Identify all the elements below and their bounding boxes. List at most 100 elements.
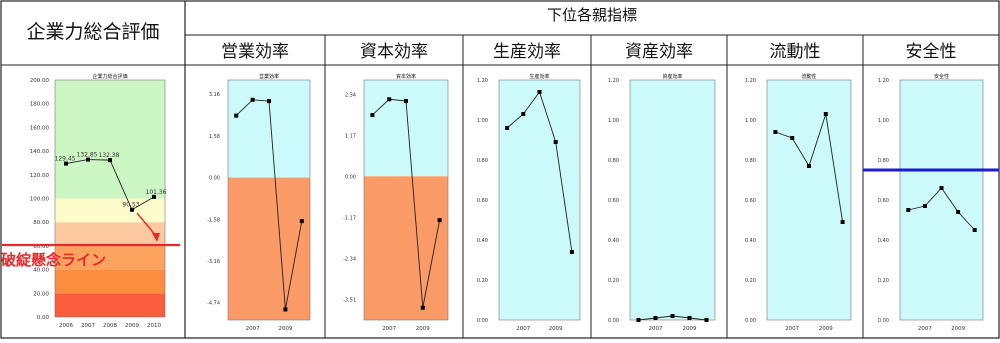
y-tick-label: 140.00 (30, 149, 50, 155)
data-point (840, 220, 845, 224)
data-point (250, 97, 255, 102)
chart-ryudo: 流動性 0.00 0.20 0.40 0.60 0.80 1.00 1.20 2007 2009 (745, 73, 852, 332)
data-point (283, 307, 288, 312)
y-tick-label: 120.00 (30, 173, 50, 179)
column-header: 資本効率 (360, 42, 428, 62)
plot-frame (629, 79, 716, 321)
x-tick-label: 2009 (278, 326, 292, 332)
data-label: 129.45 (55, 156, 76, 163)
data-point (939, 186, 944, 190)
chart-title: 流動性 (801, 73, 816, 80)
y-tick-label: 1.20 (608, 78, 619, 84)
chart-eigyo: 営業効率 -4.74 -3.16 -1.58 0.00 1.58 3.16 2007 2009 (207, 73, 311, 332)
plot-frame (227, 79, 311, 321)
y-tick-label: 3.16 (209, 92, 220, 98)
y-tick-label: 0.00 (477, 318, 488, 324)
y-tick-label: 0.20 (745, 278, 756, 284)
data-label: 132.38 (99, 152, 120, 159)
y-tick-label: 60.00 (33, 244, 49, 250)
plot-background (630, 80, 715, 320)
y-tick-label: 0.00 (345, 174, 356, 180)
y-tick-label: 180.00 (30, 102, 50, 108)
data-point (687, 316, 692, 320)
data-point (299, 219, 304, 224)
data-point (404, 99, 408, 104)
y-tick-label: 40.00 (33, 268, 49, 274)
plot-background (499, 80, 580, 320)
data-point (906, 208, 911, 212)
y-tick-label: 20.00 (33, 291, 49, 297)
data-point (653, 316, 658, 320)
data-point (420, 305, 425, 310)
y-tick-label: 1.00 (608, 118, 619, 124)
y-tick-label: 0.20 (608, 278, 619, 284)
x-tick-label: 2007 (246, 326, 260, 332)
negative-area (364, 176, 448, 320)
y-tick-label: 2.34 (345, 92, 356, 98)
x-tick-label: 2007 (382, 326, 396, 332)
data-point (86, 157, 90, 162)
data-point (505, 126, 510, 130)
y-tick-label: 1.58 (209, 134, 220, 140)
data-point (152, 194, 156, 199)
y-tick-label: 0.00 (745, 318, 756, 324)
background-band (55, 80, 165, 199)
y-tick-label: 0.80 (878, 158, 889, 164)
data-point (704, 318, 709, 322)
y-tick-label: -1.58 (207, 217, 220, 223)
background-band (55, 245, 165, 270)
data-point (922, 204, 927, 208)
data-point (790, 136, 795, 140)
y-tick-label: 80.00 (33, 220, 49, 226)
y-tick-label: 160.00 (30, 125, 50, 131)
column-header: 資産効率 (625, 42, 693, 62)
y-tick-label: 0.00 (209, 176, 220, 182)
data-point (521, 112, 526, 116)
x-tick-label: 2009 (125, 323, 139, 329)
data-point (108, 158, 112, 163)
left-title: 企業力総合評価 (26, 21, 159, 43)
chart-anzen: 安全性 0.00 0.20 0.40 0.60 0.80 1.00 1.20 2007 2009 (878, 73, 984, 332)
chart-title: 営業効率 (259, 73, 279, 80)
plot-background (767, 80, 851, 320)
data-point (773, 130, 778, 134)
y-tick-label: -3.16 (207, 259, 220, 265)
y-tick-label: 0.60 (878, 198, 889, 204)
y-tick-label: 0.00 (608, 318, 619, 324)
y-tick-label: 0.20 (477, 278, 488, 284)
x-tick-label: 2007 (785, 326, 799, 332)
positive-area (228, 80, 310, 178)
y-tick-label: 1.17 (345, 133, 356, 139)
y-tick-label: 0.20 (878, 278, 889, 284)
chart-overall: 企業力総合評価 0.00 20.00 40.00 60.00 80.00 100.00 120… (30, 73, 167, 329)
y-tick-label: 0.80 (745, 158, 756, 164)
y-tick-label: 1.00 (745, 118, 756, 124)
background-band (55, 293, 165, 317)
chart-shihon: 資本効率 -3.51 -2.34 -1.17 0.00 1.17 2.34 2007 2009 (343, 73, 449, 332)
chart-title: 資産効率 (662, 73, 682, 80)
background-band (55, 269, 165, 294)
plot-frame (899, 79, 984, 321)
overlay-layer: 破綻懸念ライン (1, 168, 999, 269)
chart-seisan: 生産効率 0.00 0.20 0.40 0.60 0.80 1.00 1.20 2007 2009 (477, 73, 581, 332)
x-tick-label: 2009 (951, 326, 965, 332)
danger-arrow-head (152, 233, 160, 242)
x-tick-label: 2009 (416, 326, 430, 332)
y-tick-label: 0.40 (608, 238, 619, 244)
y-tick-label: 1.20 (477, 78, 488, 84)
plot-frame (498, 79, 581, 321)
data-point (64, 161, 68, 166)
x-tick-label: 2007 (649, 326, 663, 332)
y-tick-label: 0.00 (37, 315, 50, 321)
data-point (537, 90, 542, 94)
background-band (55, 198, 165, 223)
danger-line-label: 破綻懸念ライン (1, 251, 106, 269)
x-tick-label: 2009 (819, 326, 833, 332)
data-point (437, 218, 442, 223)
y-tick-label: 0.40 (878, 238, 889, 244)
column-headers: 営業効率 資本効率 生産効率 資産効率 流動性 安全性 (221, 42, 957, 62)
positive-area (364, 80, 448, 177)
y-tick-label: 1.20 (745, 78, 756, 84)
